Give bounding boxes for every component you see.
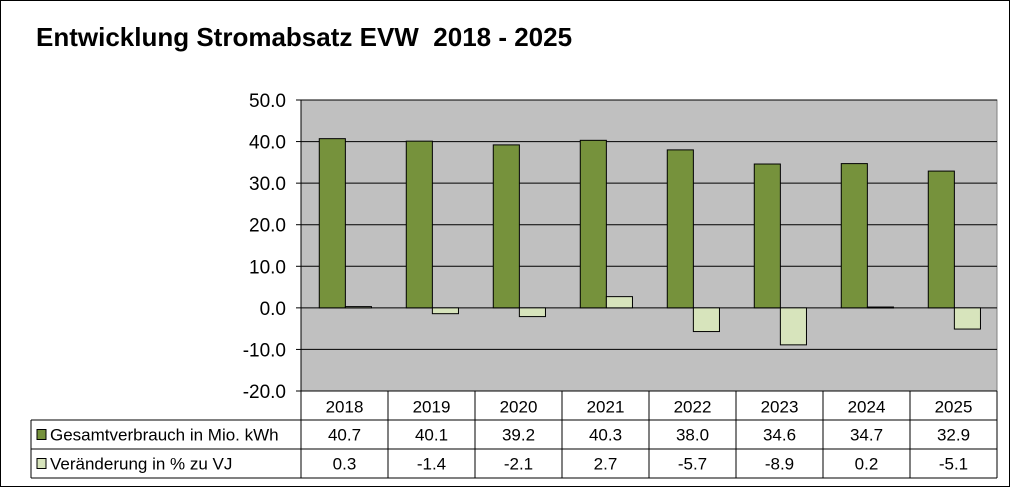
category-label-2018: 2018	[326, 398, 364, 417]
data-label: 40.1	[415, 426, 448, 445]
category-label-2024: 2024	[848, 398, 886, 417]
data-label: 0.2	[855, 455, 879, 474]
y-tick-label: 40.0	[249, 133, 286, 154]
legend-label-veraenderung: Veränderung in % zu VJ	[50, 455, 232, 474]
y-tick-label: 20.0	[249, 216, 286, 237]
bar-veraenderung-2021	[605, 296, 633, 309]
bar-veraenderung-2024	[866, 306, 894, 309]
y-tick-label: -20.0	[243, 382, 286, 403]
data-label: 40.7	[328, 426, 361, 445]
data-label: 38.0	[676, 426, 709, 445]
data-label: -2.1	[504, 455, 533, 474]
y-tick-label: 10.0	[249, 257, 286, 278]
bar-veraenderung-2025	[953, 307, 981, 330]
data-label: -8.9	[765, 455, 794, 474]
data-label: 34.7	[850, 426, 883, 445]
bar-veraenderung-2019	[431, 307, 459, 315]
legend-key-gesamtverbrauch	[36, 429, 47, 440]
bar-veraenderung-2020	[518, 307, 546, 318]
category-label-2025: 2025	[935, 398, 973, 417]
bar-gesamtverbrauch-2022	[666, 149, 694, 309]
bar-gesamtverbrauch-2020	[492, 144, 520, 309]
bar-gesamtverbrauch-2024	[840, 163, 868, 309]
y-tick-label: 0.0	[260, 299, 286, 320]
plot-area	[300, 99, 998, 392]
legend-label-gesamtverbrauch: Gesamtverbrauch in Mio. kWh	[50, 426, 279, 445]
bar-veraenderung-2018	[344, 306, 372, 309]
category-label-2023: 2023	[761, 398, 799, 417]
category-label-2021: 2021	[587, 398, 625, 417]
data-label: 2.7	[594, 455, 618, 474]
data-label: 34.6	[763, 426, 796, 445]
data-label: -5.7	[678, 455, 707, 474]
category-label-2020: 2020	[500, 398, 538, 417]
data-label: 40.3	[589, 426, 622, 445]
category-label-2019: 2019	[413, 398, 451, 417]
bar-gesamtverbrauch-2021	[579, 139, 607, 309]
data-label: 0.3	[333, 455, 357, 474]
data-label: -1.4	[417, 455, 446, 474]
data-label: -5.1	[939, 455, 968, 474]
bar-veraenderung-2022	[692, 307, 720, 333]
y-tick-label: 50.0	[249, 91, 286, 112]
category-label-2022: 2022	[674, 398, 712, 417]
bar-gesamtverbrauch-2019	[405, 140, 433, 309]
legend-key-veraenderung	[36, 458, 47, 469]
data-label: 32.9	[937, 426, 970, 445]
y-tick-label: 30.0	[249, 174, 286, 195]
y-tick-label: -10.0	[243, 340, 286, 361]
chart-title: Entwicklung Stromabsatz EVW 2018 - 2025	[36, 22, 573, 52]
bar-gesamtverbrauch-2018	[318, 138, 346, 309]
bar-veraenderung-2023	[779, 307, 807, 346]
bar-gesamtverbrauch-2023	[753, 163, 781, 309]
bar-gesamtverbrauch-2025	[927, 170, 955, 309]
data-label: 39.2	[502, 426, 535, 445]
